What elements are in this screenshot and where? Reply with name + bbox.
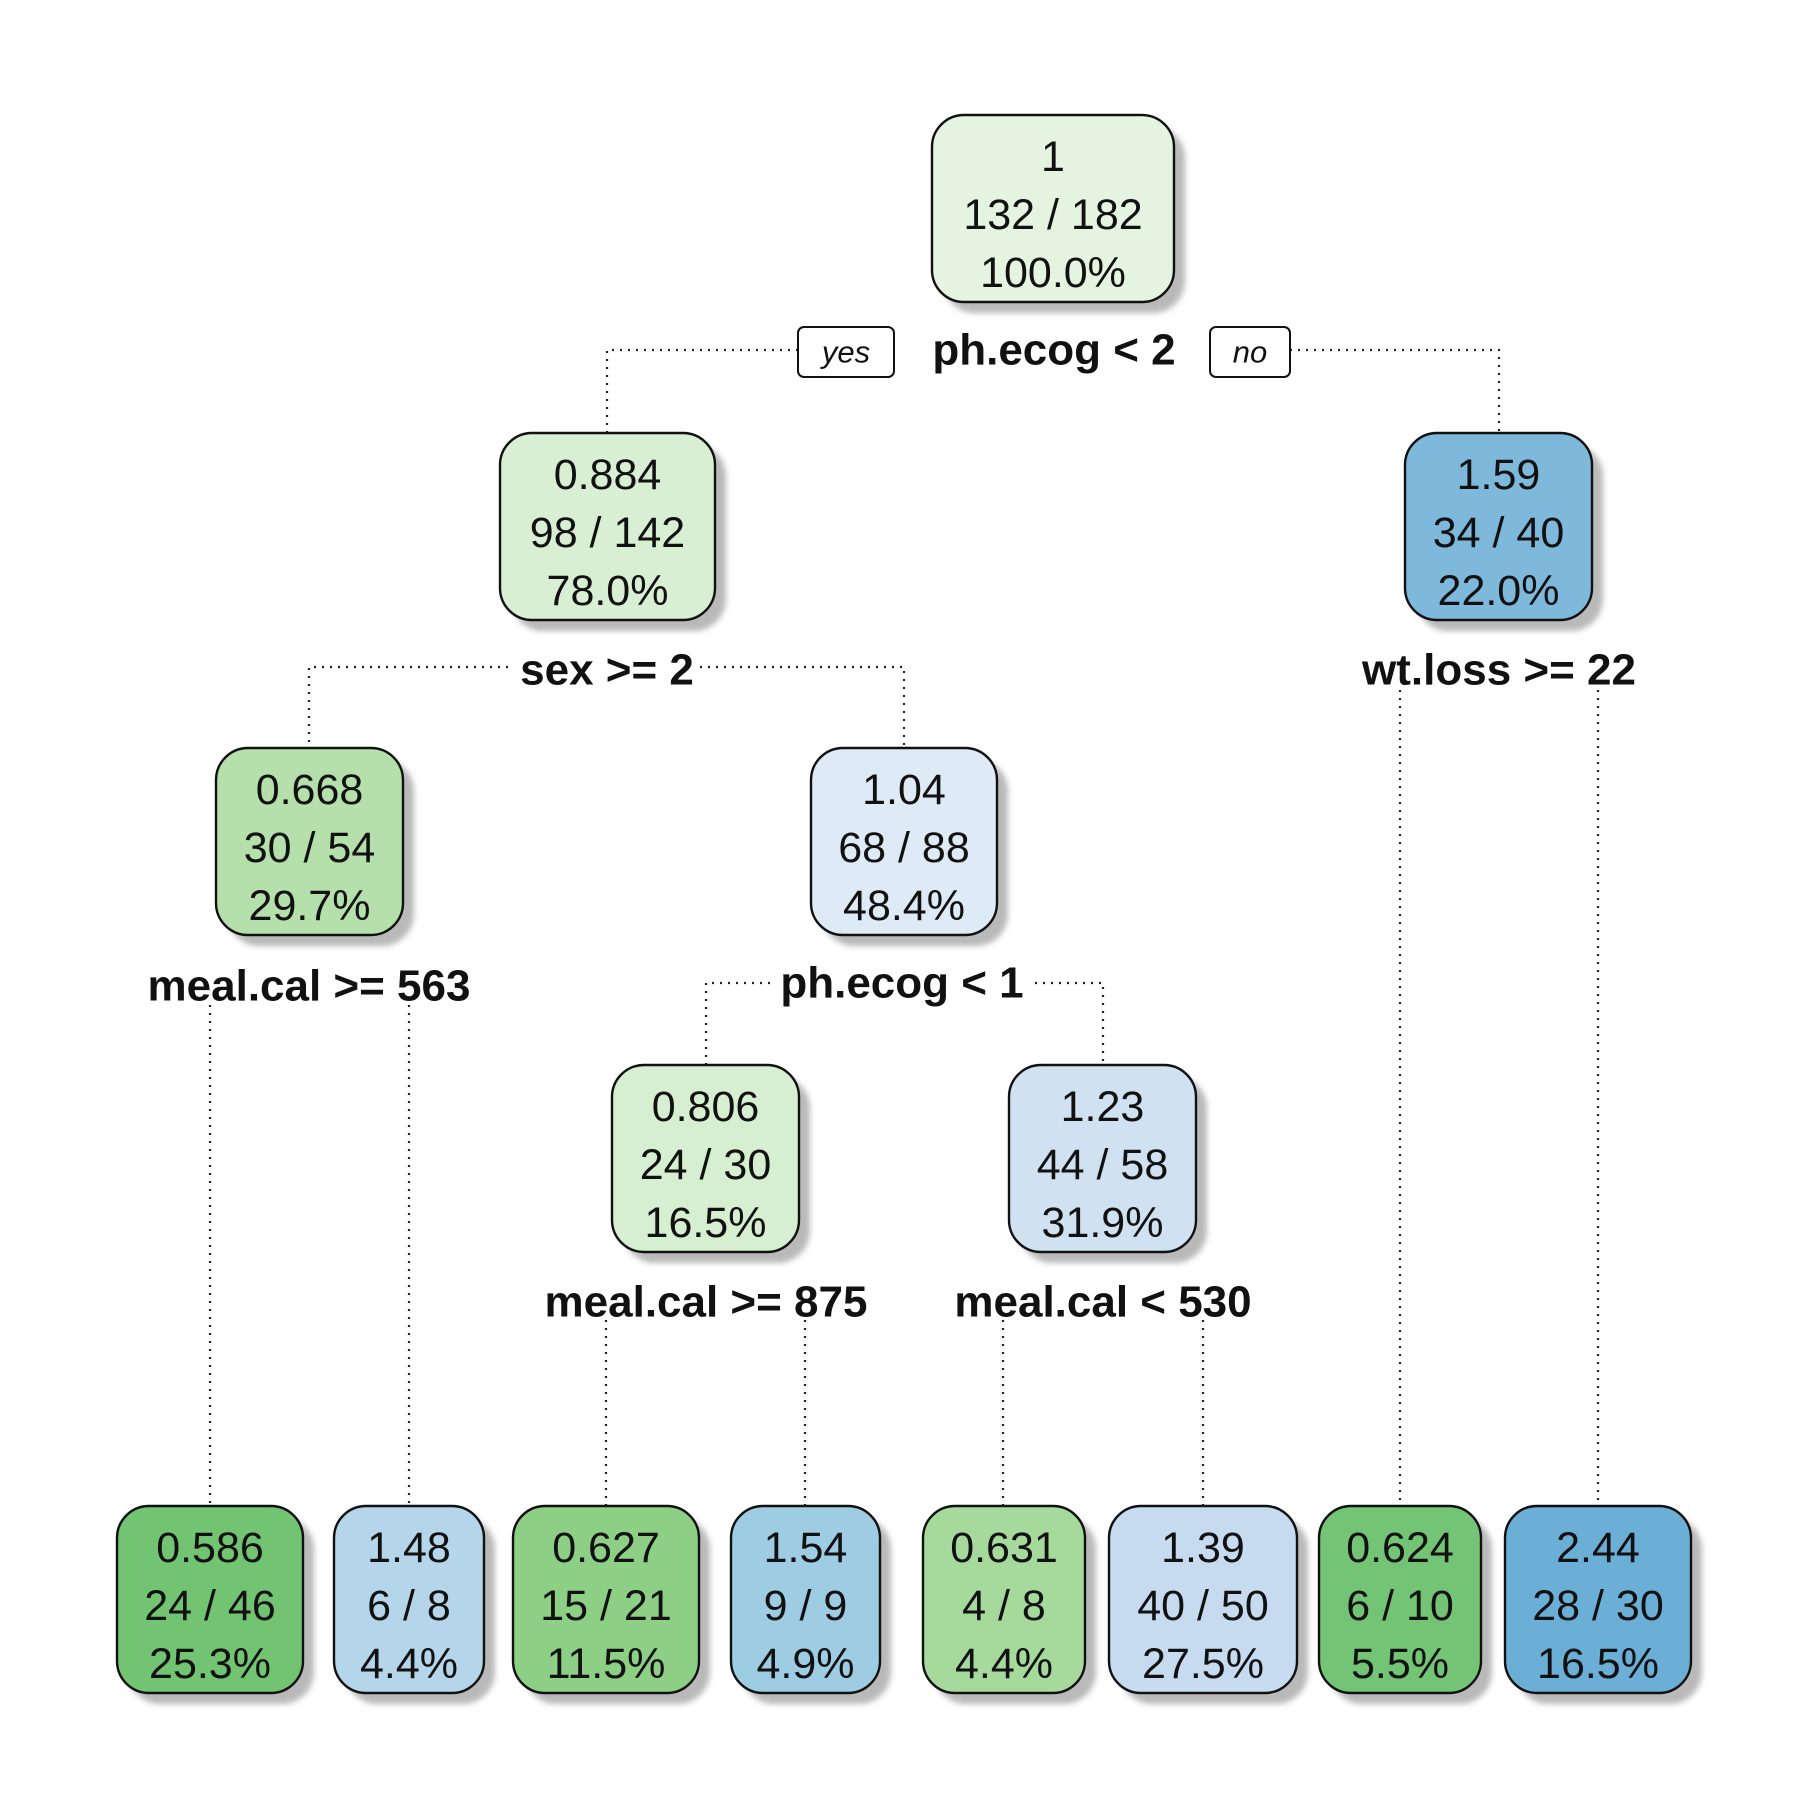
node-value: 1.04 (862, 766, 946, 814)
node-percent: 29.7% (249, 882, 371, 930)
node-box (809, 746, 999, 937)
tree-node-n9: 1.23 44 / 58 31.9% (1007, 1063, 1207, 1263)
split-s8: meal.cal >= 875 (545, 1278, 868, 1327)
tree-node-n8: 0.806 24 / 30 16.5% (610, 1063, 810, 1263)
yes-label-text: yes (820, 335, 870, 370)
connector-lines (208, 348, 1600, 1506)
node-count: 9 / 9 (764, 1582, 848, 1630)
split-s9: meal.cal < 530 (954, 1278, 1251, 1327)
node-box (214, 746, 405, 937)
node-percent: 31.9% (1042, 1199, 1164, 1247)
tree-node-l3: 0.627 15 / 21 11.5% (511, 1504, 710, 1704)
node-box (1403, 431, 1594, 622)
node-value: 1.54 (764, 1524, 848, 1572)
node-box (921, 1504, 1087, 1695)
tree-node-n1: 1 132 / 182 100.0% (930, 113, 1185, 313)
node-value: 0.586 (156, 1524, 264, 1572)
node-box (498, 431, 717, 622)
node-value: 0.668 (256, 766, 364, 814)
tree-nodes: 1 132 / 182 100.0% 0.884 98 / 142 78.0% 1.59 34… (115, 113, 1702, 1704)
node-value: 2.44 (1556, 1524, 1640, 1572)
node-box (1503, 1504, 1693, 1695)
tree-node-l7: 0.624 6 / 10 5.5% (1317, 1504, 1492, 1704)
node-count: 98 / 142 (530, 509, 685, 557)
tree-node-l5: 0.631 4 / 8 4.4% (921, 1504, 1096, 1704)
tree-node-n4: 0.668 30 / 54 29.7% (214, 746, 414, 946)
node-percent: 4.4% (360, 1640, 458, 1688)
split-labels: ph.ecog < 2 sex >= 2 wt.loss >= 22 meal.… (148, 326, 1636, 1327)
node-percent: 27.5% (1142, 1640, 1264, 1688)
split-s4: meal.cal >= 563 (148, 962, 471, 1011)
node-percent: 100.0% (980, 249, 1126, 297)
node-percent: 11.5% (547, 1640, 666, 1688)
node-percent: 16.5% (645, 1199, 767, 1247)
no-label-text: no (1233, 335, 1267, 370)
node-box (729, 1504, 882, 1695)
node-count: 6 / 10 (1346, 1582, 1454, 1630)
node-percent: 4.9% (756, 1640, 854, 1688)
split-s1: ph.ecog < 2 (932, 326, 1175, 375)
node-box (1107, 1504, 1299, 1695)
node-value: 1 (1041, 133, 1065, 181)
node-count: 132 / 182 (963, 191, 1142, 239)
node-box (511, 1504, 701, 1695)
node-count: 28 / 30 (1532, 1582, 1664, 1630)
node-value: 0.884 (554, 451, 662, 499)
node-box (1317, 1504, 1483, 1695)
node-percent: 4.4% (955, 1640, 1053, 1688)
node-value: 1.39 (1161, 1524, 1245, 1572)
edge-n1-n3 (1290, 348, 1501, 433)
node-box (115, 1504, 305, 1695)
tree-node-l6: 1.39 40 / 50 27.5% (1107, 1504, 1308, 1704)
edge-n5-n9 (1035, 981, 1105, 1065)
node-percent: 25.3% (149, 1640, 271, 1688)
tree-node-n2: 0.884 98 / 142 78.0% (498, 431, 726, 631)
tree-node-l2: 1.48 6 / 8 4.4% (332, 1504, 495, 1704)
node-value: 1.48 (367, 1524, 451, 1572)
node-count: 6 / 8 (367, 1582, 451, 1630)
node-count: 68 / 88 (838, 824, 970, 872)
node-box (1007, 1063, 1198, 1254)
yes-label: yes (797, 326, 895, 378)
node-count: 24 / 30 (640, 1141, 772, 1189)
edge-n2-n4 (307, 665, 508, 748)
edge-n2-n5 (700, 665, 906, 748)
node-value: 1.23 (1061, 1083, 1145, 1131)
node-percent: 5.5% (1351, 1640, 1449, 1688)
node-count: 44 / 58 (1037, 1141, 1169, 1189)
node-percent: 16.5% (1537, 1640, 1659, 1688)
node-count: 4 / 8 (962, 1582, 1046, 1630)
edge-n5-n8 (704, 981, 770, 1065)
tree-node-n3: 1.59 34 / 40 22.0% (1403, 431, 1603, 631)
node-value: 0.806 (652, 1083, 760, 1131)
node-box (610, 1063, 801, 1254)
node-box (930, 113, 1176, 304)
no-label: no (1209, 326, 1291, 378)
split-s5: ph.ecog < 1 (780, 959, 1023, 1008)
split-s3: wt.loss >= 22 (1361, 646, 1636, 695)
node-count: 40 / 50 (1137, 1582, 1269, 1630)
node-box (332, 1504, 486, 1695)
node-percent: 48.4% (843, 882, 965, 930)
node-value: 0.624 (1346, 1524, 1454, 1572)
node-percent: 78.0% (547, 567, 669, 615)
node-count: 34 / 40 (1433, 509, 1565, 557)
node-percent: 22.0% (1438, 567, 1560, 615)
node-count: 24 / 46 (144, 1582, 276, 1630)
tree-node-l8: 2.44 28 / 30 16.5% (1503, 1504, 1702, 1704)
split-s2: sex >= 2 (520, 646, 694, 695)
node-value: 0.627 (552, 1524, 660, 1572)
tree-node-l1: 0.586 24 / 46 25.3% (115, 1504, 314, 1704)
edge-n1-n2 (605, 348, 798, 433)
node-count: 30 / 54 (244, 824, 376, 872)
node-value: 1.59 (1457, 451, 1541, 499)
node-count: 15 / 21 (540, 1582, 672, 1630)
node-value: 0.631 (950, 1524, 1058, 1572)
tree-node-n5: 1.04 68 / 88 48.4% (809, 746, 1008, 946)
tree-node-l4: 1.54 9 / 9 4.9% (729, 1504, 891, 1704)
